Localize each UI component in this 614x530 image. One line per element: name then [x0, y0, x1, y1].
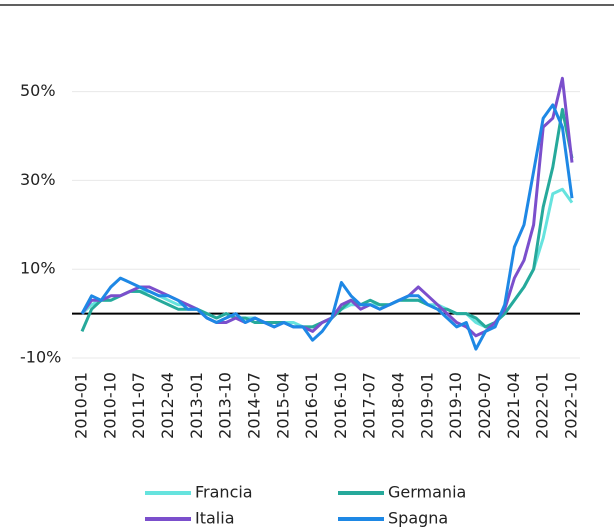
x-tick-label: 2015-04: [273, 372, 292, 439]
y-tick-label: 10%: [20, 259, 56, 278]
x-tick-label: 2013-01: [187, 372, 206, 439]
x-tick-label: 2022-10: [562, 372, 581, 439]
series-line: [80, 187, 574, 329]
x-tick-label: 2012-04: [158, 372, 177, 439]
series-line: [80, 76, 574, 338]
x-tick-label: 2013-10: [216, 372, 235, 439]
x-tick-label: 2014-07: [244, 372, 263, 439]
series-line: [80, 103, 574, 351]
x-tick-label: 2010-10: [100, 372, 119, 439]
x-tick-label: 2019-10: [446, 372, 465, 439]
y-tick-label: -10%: [20, 348, 61, 367]
x-tick-label: 2022-01: [533, 372, 552, 439]
legend-label: Germania: [388, 483, 466, 502]
x-tick-label: 2010-01: [72, 372, 91, 439]
series-line: [80, 107, 574, 332]
x-tick-label: 2020-07: [475, 372, 494, 439]
x-tick-label: 2016-10: [331, 372, 350, 439]
y-tick-label: 30%: [20, 170, 56, 189]
x-tick-label: 2021-04: [504, 372, 523, 439]
x-tick-label: 2011-07: [129, 372, 148, 439]
x-tick-label: 2018-04: [389, 372, 408, 439]
legend-label: Spagna: [388, 509, 448, 528]
x-tick-label: 2019-01: [417, 372, 436, 439]
legend-label: Italia: [195, 509, 235, 528]
x-tick-label: 2016-01: [302, 372, 321, 439]
y-tick-label: 50%: [20, 81, 56, 100]
x-tick-label: 2017-07: [360, 372, 379, 439]
legend-label: Francia: [195, 483, 253, 502]
